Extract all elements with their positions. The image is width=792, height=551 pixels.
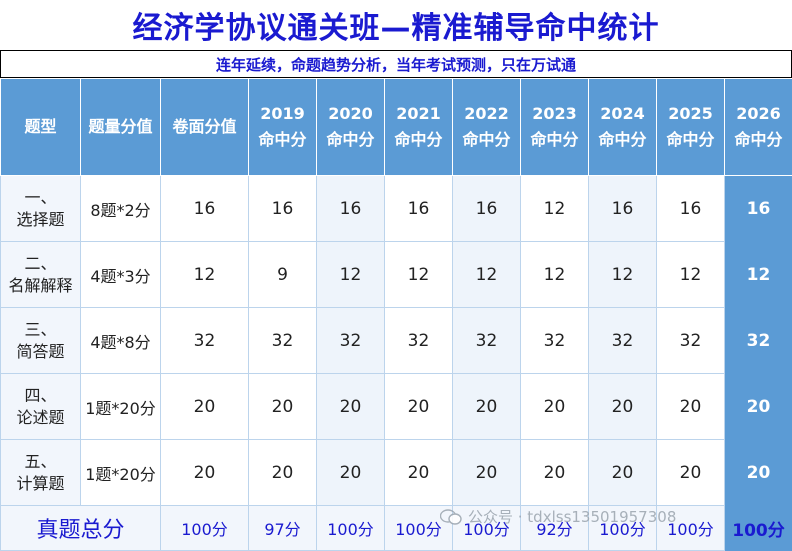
header-2019: 2019 命中分 bbox=[249, 79, 317, 176]
paper-score-cell: 16 bbox=[161, 176, 249, 242]
hit-cell-2019: 20 bbox=[249, 374, 317, 440]
hit-cell-2022: 16 bbox=[453, 176, 521, 242]
hit-cell-2019: 20 bbox=[249, 440, 317, 506]
paper-score-cell: 12 bbox=[161, 242, 249, 308]
page-subtitle: 连年延续，命题趋势分析，当年考试预测，只在万试通 bbox=[0, 50, 792, 78]
hit-cell-2026: 12 bbox=[725, 242, 792, 308]
table-row: 四、 论述题 1题*20分 20 20 20 20 20 20 20 20 20 bbox=[1, 374, 792, 440]
header-2026: 2026 命中分 bbox=[725, 79, 792, 176]
paper-score-cell: 20 bbox=[161, 374, 249, 440]
wechat-icon bbox=[440, 509, 462, 525]
hit-cell-2025: 20 bbox=[657, 374, 725, 440]
question-count-cell: 1题*20分 bbox=[81, 440, 161, 506]
hit-cell-2024: 20 bbox=[589, 374, 657, 440]
question-type-cell: 四、 论述题 bbox=[1, 374, 81, 440]
question-type-cell: 五、 计算题 bbox=[1, 440, 81, 506]
hit-cell-2026: 20 bbox=[725, 374, 792, 440]
hit-cell-2021: 16 bbox=[385, 176, 453, 242]
page-title: 经济学协议通关班—精准辅导命中统计 bbox=[0, 0, 792, 50]
hit-cell-2022: 12 bbox=[453, 242, 521, 308]
hit-cell-2024: 12 bbox=[589, 242, 657, 308]
header-2020: 2020 命中分 bbox=[317, 79, 385, 176]
hit-cell-2021: 20 bbox=[385, 440, 453, 506]
hit-cell-2026: 16 bbox=[725, 176, 792, 242]
hit-cell-2024: 16 bbox=[589, 176, 657, 242]
question-type-cell: 三、 简答题 bbox=[1, 308, 81, 374]
paper-score-cell: 32 bbox=[161, 308, 249, 374]
hit-cell-2023: 12 bbox=[521, 176, 589, 242]
hit-cell-2019: 9 bbox=[249, 242, 317, 308]
header-type: 题型 bbox=[1, 79, 81, 176]
hit-cell-2020: 32 bbox=[317, 308, 385, 374]
question-type-cell: 二、 名解解释 bbox=[1, 242, 81, 308]
hit-cell-2025: 32 bbox=[657, 308, 725, 374]
table-row: 二、 名解解释 4题*3分 12 9 12 12 12 12 12 12 12 bbox=[1, 242, 792, 308]
header-2021: 2021 命中分 bbox=[385, 79, 453, 176]
table-row: 三、 简答题 4题*8分 32 32 32 32 32 32 32 32 32 bbox=[1, 308, 792, 374]
hit-cell-2020: 16 bbox=[317, 176, 385, 242]
header-paper-score: 卷面分值 bbox=[161, 79, 249, 176]
table-row: 一、 选择题 8题*2分 16 16 16 16 16 12 16 16 16 bbox=[1, 176, 792, 242]
header-count: 题量分值 bbox=[81, 79, 161, 176]
question-count-cell: 1题*20分 bbox=[81, 374, 161, 440]
hit-cell-2023: 12 bbox=[521, 242, 589, 308]
hit-cell-2019: 16 bbox=[249, 176, 317, 242]
total-2026: 100分 bbox=[725, 506, 792, 551]
header-2024: 2024 命中分 bbox=[589, 79, 657, 176]
hit-cell-2026: 20 bbox=[725, 440, 792, 506]
total-label: 真题总分 bbox=[1, 506, 161, 551]
question-count-cell: 8题*2分 bbox=[81, 176, 161, 242]
hit-cell-2022: 20 bbox=[453, 440, 521, 506]
hit-cell-2024: 20 bbox=[589, 440, 657, 506]
total-2020: 100分 bbox=[317, 506, 385, 551]
hit-cell-2022: 20 bbox=[453, 374, 521, 440]
hit-cell-2023: 20 bbox=[521, 440, 589, 506]
hit-cell-2020: 20 bbox=[317, 440, 385, 506]
watermark-text: 公众号 · tdxlss13501957308 bbox=[468, 506, 676, 527]
hit-statistics-table: 题型 题量分值 卷面分值 2019 命中分 2020 命中分 2021 命中分 … bbox=[0, 78, 792, 551]
header-2025: 2025 命中分 bbox=[657, 79, 725, 176]
watermark: 公众号 · tdxlss13501957308 bbox=[440, 506, 676, 527]
header-row: 题型 题量分值 卷面分值 2019 命中分 2020 命中分 2021 命中分 … bbox=[1, 79, 792, 176]
hit-cell-2025: 12 bbox=[657, 242, 725, 308]
total-paper-score: 100分 bbox=[161, 506, 249, 551]
header-2023: 2023 命中分 bbox=[521, 79, 589, 176]
hit-cell-2019: 32 bbox=[249, 308, 317, 374]
question-count-cell: 4题*8分 bbox=[81, 308, 161, 374]
hit-cell-2020: 12 bbox=[317, 242, 385, 308]
hit-cell-2026: 32 bbox=[725, 308, 792, 374]
table-row: 五、 计算题 1题*20分 20 20 20 20 20 20 20 20 20 bbox=[1, 440, 792, 506]
question-count-cell: 4题*3分 bbox=[81, 242, 161, 308]
hit-cell-2021: 20 bbox=[385, 374, 453, 440]
hit-cell-2023: 32 bbox=[521, 308, 589, 374]
paper-score-cell: 20 bbox=[161, 440, 249, 506]
hit-cell-2021: 32 bbox=[385, 308, 453, 374]
hit-cell-2023: 20 bbox=[521, 374, 589, 440]
question-type-cell: 一、 选择题 bbox=[1, 176, 81, 242]
hit-cell-2021: 12 bbox=[385, 242, 453, 308]
hit-cell-2022: 32 bbox=[453, 308, 521, 374]
header-2022: 2022 命中分 bbox=[453, 79, 521, 176]
hit-cell-2025: 16 bbox=[657, 176, 725, 242]
hit-cell-2020: 20 bbox=[317, 374, 385, 440]
hit-cell-2024: 32 bbox=[589, 308, 657, 374]
total-2019: 97分 bbox=[249, 506, 317, 551]
hit-cell-2025: 20 bbox=[657, 440, 725, 506]
